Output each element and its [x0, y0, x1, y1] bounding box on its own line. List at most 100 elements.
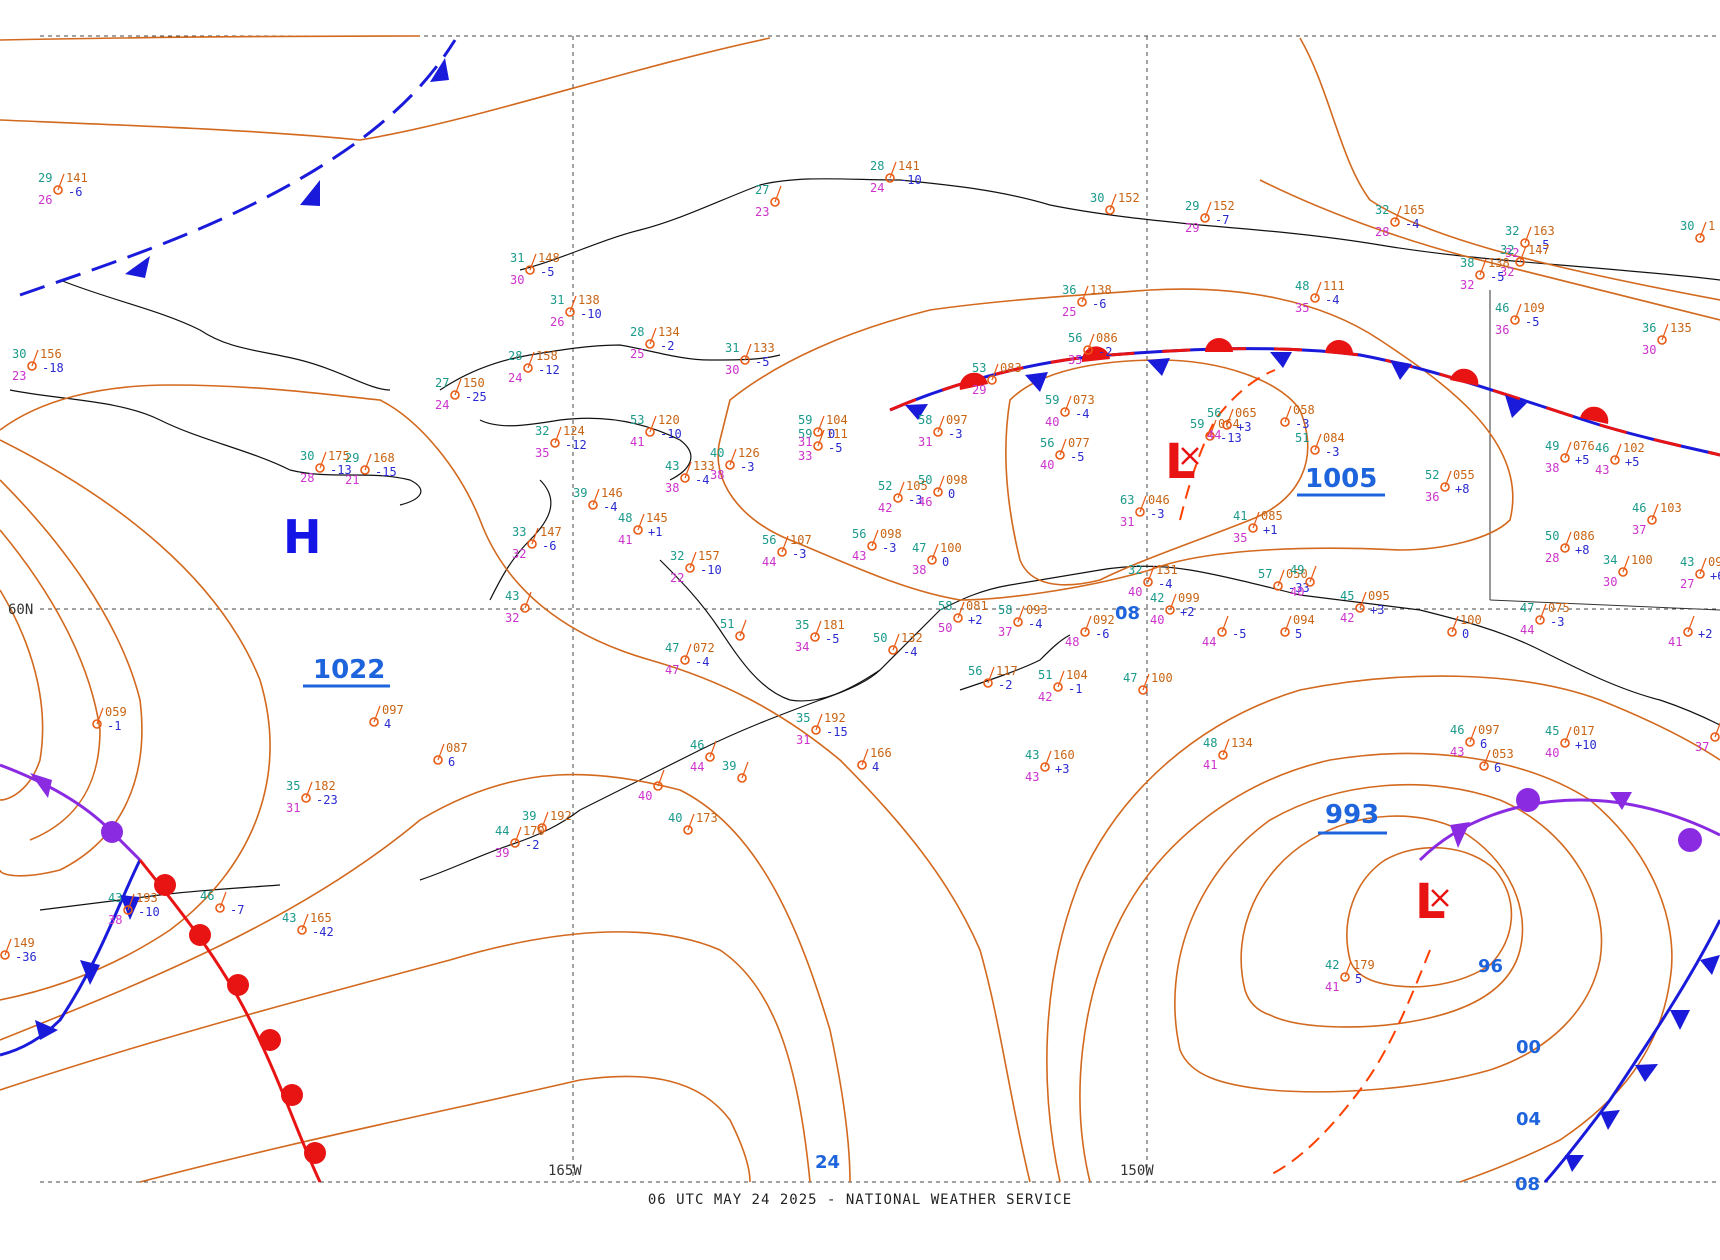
station-circle-icon — [1440, 482, 1450, 492]
station-plot: 56 117-2 — [968, 664, 1018, 692]
station-circle-icon — [777, 547, 787, 557]
station-tendency: -4 — [1075, 407, 1089, 421]
low-north-x-icon — [1181, 447, 1199, 465]
station-temp: 48 — [1295, 279, 1309, 293]
station-pressure: 133 — [693, 459, 715, 473]
cold-barb — [1270, 352, 1292, 368]
trough-north — [1179, 369, 1276, 521]
station-tendency: -10 — [660, 427, 682, 441]
station-dewpoint: 26 — [550, 315, 564, 329]
station-circle-icon — [813, 441, 823, 451]
station-plot: 31 30 133-5 — [725, 341, 775, 377]
station-temp: 29 — [38, 171, 52, 185]
isobar-992 — [1346, 846, 1513, 988]
station-tendency: +5 — [1575, 453, 1589, 467]
cold-barb — [905, 404, 928, 420]
map-grid — [40, 35, 1720, 1183]
station-dewpoint: 44 — [690, 760, 704, 774]
wind-barb-icon — [1469, 725, 1477, 743]
station-tendency: 0 — [828, 427, 835, 441]
station-pressure: 182 — [314, 779, 336, 793]
station-pressure: 135 — [1670, 321, 1692, 335]
station-dewpoint: 32 — [505, 611, 519, 625]
warm-front-west — [138, 859, 322, 1183]
station-tendency: -12 — [538, 363, 560, 377]
station-pressure: 141 — [898, 159, 920, 173]
low-south-x-icon — [1431, 889, 1449, 907]
cold-barb — [80, 960, 100, 985]
station-pressure: 097 — [1478, 723, 1500, 737]
station-tendency: -13 — [330, 463, 352, 477]
station-circle-icon — [893, 493, 903, 503]
station-dewpoint: 36 — [1495, 323, 1509, 337]
station-plot: 32 28 165-4 — [1375, 203, 1425, 239]
station-plot: 52 42 105-3 — [878, 479, 928, 515]
isobar-10 — [0, 773, 851, 1183]
station-temp: 43 — [282, 911, 296, 925]
station-tendency: +6 — [1710, 569, 1720, 583]
station-tendency: -4 — [603, 500, 617, 514]
station-circle-icon — [735, 631, 745, 641]
station-plot: 059-1 — [92, 705, 127, 733]
station-pressure: 192 — [550, 809, 572, 823]
station-circle-icon — [1560, 543, 1570, 553]
wind-barb-icon — [1147, 565, 1155, 583]
cold-barb — [125, 256, 150, 278]
coastline — [9, 178, 1720, 911]
wind-barb-icon — [592, 488, 600, 506]
station-plot: 47 47 072-4 — [665, 641, 715, 677]
station-dewpoint: 44 — [1202, 635, 1216, 649]
wind-barb-icon — [1564, 531, 1572, 549]
station-tendency: -10 — [700, 563, 722, 577]
station-pressure: 138 — [578, 293, 600, 307]
station-temp: 43 — [108, 891, 122, 905]
station-pressure: 055 — [1453, 468, 1475, 482]
station-dewpoint: 41 — [618, 533, 632, 547]
station-pressure: 100 — [1460, 613, 1482, 627]
coast-norton-sound — [439, 344, 781, 391]
station-pressure: 105 — [906, 479, 928, 493]
station-temp: 51 — [1295, 431, 1309, 445]
station-circle-icon — [215, 903, 225, 913]
station-circle-icon — [1657, 335, 1667, 345]
station-plot: 40 173 — [668, 811, 718, 835]
station-tendency: -36 — [15, 950, 37, 964]
station-circle-icon — [450, 390, 460, 400]
station-dewpoint: 42 — [1340, 611, 1354, 625]
station-plot: 38 32 138-5 — [1460, 256, 1510, 292]
station-circle-icon — [1135, 507, 1145, 517]
station-plot: 29 29 152-7 — [1185, 199, 1235, 235]
station-plot: 27 24 150-25 — [435, 376, 487, 412]
station-dewpoint: 37 — [1695, 740, 1709, 754]
station-temp: 51 — [1038, 668, 1052, 682]
station-temp: 47 — [665, 641, 679, 655]
station-temp: 30 — [12, 347, 26, 361]
cold-barb — [1700, 955, 1720, 975]
station-temp: 56 — [1207, 406, 1221, 420]
station-circle-icon — [1040, 762, 1050, 772]
wind-barb-icon — [1226, 408, 1234, 426]
station-plot: 30 28 175-13 — [300, 449, 352, 485]
wind-barb-icon — [987, 666, 995, 684]
station-plot: 39 — [722, 759, 749, 783]
fronts — [0, 39, 1720, 1183]
station-circle-icon — [0, 950, 10, 960]
station-circle-icon — [1390, 217, 1400, 227]
occluded-bump — [1516, 788, 1540, 812]
station-plot: 43 38 133-4 — [665, 459, 715, 495]
station-tendency: -4 — [903, 645, 917, 659]
station-pressure: 100 — [1631, 553, 1653, 567]
station-pressure: 076 — [1573, 439, 1595, 453]
station-circle-icon — [1515, 257, 1525, 267]
isobar-outer-2 — [1046, 675, 1720, 1183]
cold-barb — [1147, 358, 1170, 376]
station-plot: 36 30 135 — [1642, 321, 1692, 357]
station-dewpoint: 40 — [1040, 458, 1054, 472]
station-dewpoint: 30 — [510, 273, 524, 287]
station-dewpoint: 44 — [1207, 428, 1221, 442]
isobar-9 — [0, 439, 271, 1001]
station-temp: 32 — [1500, 243, 1514, 257]
